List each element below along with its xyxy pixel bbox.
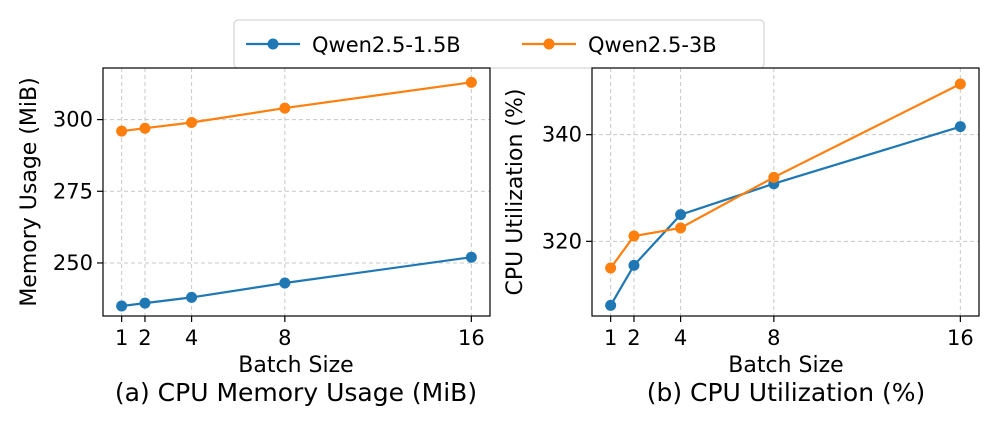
axis-ticks: 1 2 4 8 16 250 275 300 (53, 108, 485, 350)
data-point-qwen2-5-3b (186, 116, 198, 128)
y-axis-label: CPU Utilization (%) (503, 88, 528, 295)
data-point-qwen2-5-1-5b (279, 277, 291, 289)
data-point-qwen2-5-3b (605, 262, 617, 274)
plot-frame (591, 67, 980, 317)
legend-label-qwen-1-5b: Qwen2.5-1.5B (312, 33, 461, 57)
series-layer (605, 78, 966, 311)
data-point-qwen2-5-3b (675, 222, 687, 234)
data-point-qwen2-5-1-5b (139, 297, 151, 309)
data-point-qwen2-5-1-5b (186, 291, 198, 303)
x-tick-label: 2 (627, 326, 640, 350)
x-tick-label: 16 (458, 326, 485, 350)
series-line-qwen2-5-1-5b (121, 256, 472, 308)
data-point-qwen2-5-1-5b (628, 259, 640, 271)
y-tick-label: 320 (542, 229, 582, 253)
data-point-qwen2-5-1-5b (116, 300, 128, 312)
legend-marker-qwen-1-5b (267, 38, 279, 50)
x-tick-label: 1 (604, 326, 617, 350)
y-tick-label: 250 (53, 251, 93, 275)
legend-label-qwen-3b: Qwen2.5-3B (588, 33, 717, 57)
y-axis-label: Memory Usage (MiB) (17, 77, 42, 306)
chart-cpu-utilization: 1 2 4 8 16 320 340 Batch Size CPU Utilization … (503, 67, 980, 407)
x-axis-label: Batch Size (238, 353, 353, 378)
legend-entry-2: Qwen2.5-3B (522, 33, 717, 57)
plot-frame (102, 67, 491, 317)
data-point-qwen2-5-3b (628, 230, 640, 242)
chart-memory-usage: 1 2 4 8 16 250 275 300 Batch Size Memory Usage … (17, 67, 491, 407)
x-tick-label: 8 (767, 326, 780, 350)
x-tick-label: 2 (138, 326, 151, 350)
legend-box (233, 19, 765, 69)
chart-caption: (a) CPU Memory Usage (MiB) (115, 378, 477, 407)
legend-entry-1: Qwen2.5-1.5B (246, 33, 461, 57)
y-tick-label: 340 (542, 123, 582, 147)
axis-ticks: 1 2 4 8 16 320 340 (542, 123, 974, 350)
data-point-qwen2-5-3b (768, 171, 780, 183)
data-point-qwen2-5-3b (279, 102, 291, 114)
grid-lines (592, 68, 979, 316)
series-line-qwen2-5-3b (121, 81, 472, 133)
y-tick-label: 300 (53, 108, 93, 132)
x-tick-label: 4 (674, 326, 687, 350)
series-line-qwen2-5-1-5b (609, 125, 961, 306)
x-axis-label: Batch Size (728, 353, 843, 378)
data-point-qwen2-5-1-5b (954, 121, 966, 133)
data-point-qwen2-5-1-5b (675, 209, 687, 221)
data-point-qwen2-5-1-5b (465, 251, 477, 263)
x-tick-label: 4 (185, 326, 198, 350)
series-line-qwen2-5-3b (609, 83, 961, 269)
grid-lines (103, 68, 490, 316)
y-tick-label: 275 (53, 179, 93, 203)
series-layer (116, 76, 477, 312)
x-tick-label: 1 (115, 326, 128, 350)
legend-marker-qwen-3b (543, 38, 555, 50)
data-point-qwen2-5-3b (116, 125, 128, 137)
x-tick-label: 8 (278, 326, 291, 350)
data-point-qwen2-5-3b (139, 122, 151, 134)
data-point-qwen2-5-1-5b (605, 299, 617, 311)
data-point-qwen2-5-3b (954, 78, 966, 90)
legend: Qwen2.5-1.5B Qwen2.5-3B (233, 19, 765, 69)
chart-caption: (b) CPU Utilization (%) (647, 378, 926, 407)
x-tick-label: 16 (947, 326, 974, 350)
data-point-qwen2-5-3b (465, 76, 477, 88)
